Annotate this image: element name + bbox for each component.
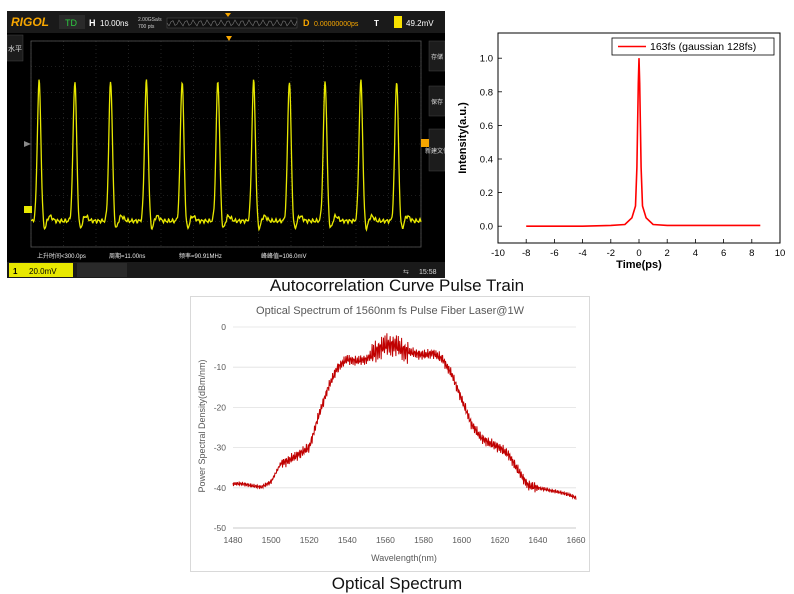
spectrum-y-tick-label: -30 — [214, 443, 227, 453]
spectrum-y-tick-label: -20 — [214, 402, 227, 412]
autocorr-legend-label: 163fs (gaussian 128fs) — [650, 41, 756, 53]
measurement-peak-to-peak[interactable]: 峰峰值=106.0mV — [261, 252, 307, 260]
autocorr-y-axis-label: Intensity(a.u.) — [457, 102, 469, 174]
memory-overview-wave — [166, 19, 298, 27]
memory-depth: 700 pts — [138, 24, 155, 30]
scope-brand: RIGOL — [11, 15, 49, 29]
autocorrelation-chart: -10 -8 -6 -4 -2 0 2 4 6 8 10 0.0 0.2 0.4 0.6 0.8 1.0 163… — [457, 32, 786, 271]
usb-icon: ⇆ — [403, 269, 409, 276]
autocorr-x-tick-label: 0 — [636, 248, 641, 259]
ch1-status-box[interactable] — [9, 263, 73, 277]
menu-new-file-button[interactable] — [428, 128, 445, 172]
autocorr-y-tick-label: 1.0 — [480, 54, 493, 65]
spectrum-y-tick-label: -40 — [214, 483, 227, 493]
autocorr-x-tick-label: -2 — [607, 248, 615, 259]
autocorr-x-tick-label: 4 — [693, 248, 698, 259]
menu-save-button[interactable] — [428, 85, 445, 117]
autocorr-y-tick-label: 0.2 — [480, 188, 493, 199]
spectrum-x-tick-label: 1600 — [452, 535, 471, 545]
menu-save-label: 保存 — [431, 98, 443, 106]
delay-value[interactable]: 0.00000000ps — [314, 21, 359, 28]
timebase-h-label: H — [89, 18, 96, 28]
autocorr-y-tick-label: 0.8 — [480, 87, 493, 98]
spectrum-x-tick-label: 1620 — [490, 535, 509, 545]
autocorr-x-tick-label: 10 — [775, 248, 786, 259]
spectrum-y-tick-label: -10 — [214, 362, 227, 372]
measurement-rise-time[interactable]: 上升时间<300.0ps — [37, 252, 86, 260]
autocorr-y-tick-label: 0.4 — [480, 155, 493, 166]
oscilloscope-svg: RIGOL TD H 10.00ns 2.00GSa/s 700 pts D 0… — [7, 11, 445, 278]
autocorr-x-tick-label: 2 — [665, 248, 670, 259]
spectrum-series-line — [232, 333, 577, 500]
oscilloscope-screenshot: RIGOL TD H 10.00ns 2.00GSa/s 700 pts D 0… — [7, 11, 445, 278]
autocorr-x-tick-label: -6 — [550, 248, 558, 259]
spectrum-x-tick-label: 1540 — [338, 535, 357, 545]
trigger-marker-top — [226, 36, 232, 41]
spectrum-x-tick-label: 1660 — [567, 535, 586, 545]
spectrum-caption: Optical Spectrum — [331, 574, 463, 593]
spectrum-x-tick-label: 1560 — [376, 535, 395, 545]
sample-rate: 2.00GSa/s — [138, 17, 162, 23]
spectrum-y-axis-label: Power Spectral Density(dBm/nm) — [197, 359, 207, 492]
measurement-bar — [31, 249, 423, 260]
autocorr-axes: -10 -8 -6 -4 -2 0 2 4 6 8 10 0.0 0.2 0.4 0.6 0.8 1.0 — [480, 54, 786, 259]
spectrum-axes: 0 -10 -20 -30 -40 -50 1480 1500 1520 1540 1560 1580… — [214, 322, 586, 545]
trigger-state: TD — [65, 18, 77, 28]
autocorr-caption: Autocorrelation Curve Pulse Train — [269, 276, 525, 295]
ch1-trace — [31, 79, 422, 232]
spectrum-chart: Optical Spectrum of 1560nm fs Pulse Fibe… — [190, 296, 590, 572]
scope-grid — [30, 40, 422, 248]
spectrum-x-tick-label: 1520 — [300, 535, 319, 545]
trigger-position-marker — [225, 13, 231, 17]
delay-d-label: D — [303, 18, 310, 28]
trigger-level-marker — [421, 139, 429, 147]
autocorr-x-tick-label: 6 — [721, 248, 726, 259]
spectrum-x-tick-label: 1500 — [262, 535, 281, 545]
memory-overview — [166, 17, 298, 29]
autocorr-legend — [611, 37, 775, 56]
clock: 15:58 — [419, 269, 437, 276]
spectrum-x-axis-label: Wavelength(nm) — [371, 553, 437, 563]
measurement-frequency[interactable]: 频率=90.91MHz — [179, 252, 222, 260]
trigger-t-label: T — [374, 19, 379, 28]
menu-new-file-label: 新建文件 — [425, 147, 445, 155]
spectrum-x-tick-label: 1640 — [528, 535, 547, 545]
menu-horizontal-label: 水平 — [8, 44, 22, 53]
menu-storage-label: 存储 — [431, 53, 443, 61]
spectrum-y-tick-label: 0 — [221, 322, 226, 332]
ch1-number: 1 — [13, 267, 18, 276]
trigger-level[interactable]: 49.2mV — [406, 19, 434, 28]
autocorr-x-tick-label: 8 — [749, 248, 754, 259]
ground-marker-ref — [24, 141, 31, 147]
measurement-period[interactable]: 周期=11.00ns — [109, 252, 145, 260]
autocorr-x-tick-label: -10 — [491, 248, 505, 259]
menu-horizontal-button[interactable] — [7, 34, 24, 62]
trigger-state-box — [59, 15, 85, 29]
trigger-source-icon — [394, 16, 402, 28]
spectrum-title: Optical Spectrum of 1560nm fs Pulse Fibe… — [256, 305, 525, 317]
menu-storage-button[interactable] — [428, 40, 445, 72]
ch2-status-box[interactable] — [77, 263, 127, 277]
autocorr-y-tick-label: 0.6 — [480, 121, 493, 132]
timebase-value[interactable]: 10.00ns — [100, 19, 128, 28]
ch1-ground-marker — [24, 206, 32, 213]
autocorr-x-axis-label: Time(ps) — [616, 259, 662, 271]
autocorr-x-tick-label: -8 — [522, 248, 530, 259]
autocorr-series-line — [526, 58, 761, 227]
autocorr-y-tick-label: 0.0 — [480, 222, 493, 233]
autocorr-x-tick-label: -4 — [578, 248, 586, 259]
spectrum-x-tick-label: 1580 — [414, 535, 433, 545]
ch1-scale: 20.0mV — [29, 267, 57, 276]
spectrum-y-tick-label: -50 — [214, 523, 227, 533]
spectrum-x-tick-label: 1480 — [224, 535, 243, 545]
